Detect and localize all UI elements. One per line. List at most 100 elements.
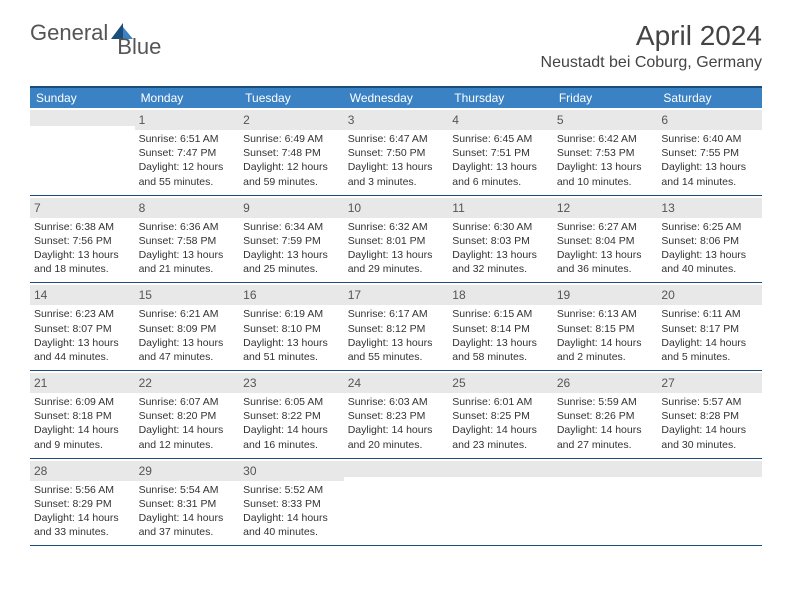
day-number: 7	[34, 201, 41, 215]
weekday-thursday: Thursday	[448, 88, 553, 108]
day-num-row: 18	[448, 285, 553, 305]
day-cell: 19 Sunrise: 6:13 AMSunset: 8:15 PMDayligh…	[553, 283, 658, 370]
day-cell: 25 Sunrise: 6:01 AMSunset: 8:25 PMDayligh…	[448, 371, 553, 458]
day-cell: 16Sunrise: 6:19 AMSunset: 8:10 PMDayligh…	[239, 283, 344, 370]
day-details: Sunrise: 6:15 AMSunset: 8:14 PMDaylight:…	[452, 307, 549, 364]
day-cell: 10Sunrise: 6:32 AMSunset: 8:01 PMDayligh…	[344, 196, 449, 283]
month-title: April 2024	[541, 20, 762, 52]
day-number: 2	[243, 113, 250, 127]
day-num-row: 27	[657, 373, 762, 393]
weekday-saturday: Saturday	[657, 88, 762, 108]
day-cell: 18 Sunrise: 6:15 AMSunset: 8:14 PMDayligh…	[448, 283, 553, 370]
day-number: 22	[139, 376, 152, 390]
day-number: 9	[243, 201, 250, 215]
week-row: 14 Sunrise: 6:23 AMSunset: 8:07 PMDayligh…	[30, 283, 762, 371]
day-number: 21	[34, 376, 47, 390]
day-details: Sunrise: 6:51 AMSunset: 7:47 PMDaylight:…	[139, 132, 236, 189]
day-number: 4	[452, 113, 459, 127]
day-number: 20	[661, 288, 674, 302]
day-num-row: 8	[135, 198, 240, 218]
week-row: 21 Sunrise: 6:09 AMSunset: 8:18 PMDayligh…	[30, 371, 762, 459]
day-num-row: 21	[30, 373, 135, 393]
day-details: Sunrise: 6:09 AMSunset: 8:18 PMDaylight:…	[34, 395, 131, 452]
day-number: 8	[139, 201, 146, 215]
day-details: Sunrise: 6:49 AMSunset: 7:48 PMDaylight:…	[243, 132, 340, 189]
day-details: Sunrise: 6:36 AMSunset: 7:58 PMDaylight:…	[139, 220, 236, 277]
day-details: Sunrise: 6:13 AMSunset: 8:15 PMDaylight:…	[557, 307, 654, 364]
day-num-row: 22	[135, 373, 240, 393]
day-num-row: 23	[239, 373, 344, 393]
day-num-row: 15	[135, 285, 240, 305]
day-number: 25	[452, 376, 465, 390]
day-num-row: 24	[344, 373, 449, 393]
day-num-row: 29	[135, 461, 240, 481]
day-details: Sunrise: 5:56 AMSunset: 8:29 PMDaylight:…	[34, 483, 131, 540]
day-num-row: 30	[239, 461, 344, 481]
logo-text-blue: Blue	[117, 34, 161, 60]
empty-day-num-row	[30, 110, 135, 126]
day-number: 13	[661, 201, 674, 215]
day-cell: 8 Sunrise: 6:36 AMSunset: 7:58 PMDaylight…	[135, 196, 240, 283]
day-cell: 13Sunrise: 6:25 AMSunset: 8:06 PMDayligh…	[657, 196, 762, 283]
day-details: Sunrise: 6:21 AMSunset: 8:09 PMDaylight:…	[139, 307, 236, 364]
day-details: Sunrise: 6:34 AMSunset: 7:59 PMDaylight:…	[243, 220, 340, 277]
day-cell	[30, 108, 135, 195]
day-num-row: 17	[344, 285, 449, 305]
day-cell: 1 Sunrise: 6:51 AMSunset: 7:47 PMDaylight…	[135, 108, 240, 195]
day-num-row: 10	[344, 198, 449, 218]
day-cell: 3Sunrise: 6:47 AMSunset: 7:50 PMDaylight…	[344, 108, 449, 195]
day-num-row: 4	[448, 110, 553, 130]
day-details: Sunrise: 6:05 AMSunset: 8:22 PMDaylight:…	[243, 395, 340, 452]
day-cell: 12Sunrise: 6:27 AMSunset: 8:04 PMDayligh…	[553, 196, 658, 283]
weekday-wednesday: Wednesday	[344, 88, 449, 108]
day-cell: 24 Sunrise: 6:03 AMSunset: 8:23 PMDayligh…	[344, 371, 449, 458]
week-row: 28Sunrise: 5:56 AMSunset: 8:29 PMDayligh…	[30, 459, 762, 547]
day-num-row: 6	[657, 110, 762, 130]
day-num-row: 19	[553, 285, 658, 305]
day-cell: 26Sunrise: 5:59 AMSunset: 8:26 PMDayligh…	[553, 371, 658, 458]
day-details: Sunrise: 6:47 AMSunset: 7:50 PMDaylight:…	[348, 132, 445, 189]
day-num-row: 3	[344, 110, 449, 130]
day-num-row: 2	[239, 110, 344, 130]
week-row: 1 Sunrise: 6:51 AMSunset: 7:47 PMDaylight…	[30, 108, 762, 196]
weekday-friday: Friday	[553, 88, 658, 108]
day-cell	[344, 459, 449, 546]
weekday-monday: Monday	[135, 88, 240, 108]
day-num-row: 9	[239, 198, 344, 218]
day-number: 6	[661, 113, 668, 127]
day-details: Sunrise: 5:59 AMSunset: 8:26 PMDaylight:…	[557, 395, 654, 452]
day-num-row: 28	[30, 461, 135, 481]
day-details: Sunrise: 6:27 AMSunset: 8:04 PMDaylight:…	[557, 220, 654, 277]
day-number: 18	[452, 288, 465, 302]
day-cell: 7Sunrise: 6:38 AMSunset: 7:56 PMDaylight…	[30, 196, 135, 283]
day-cell: 22 Sunrise: 6:07 AMSunset: 8:20 PMDayligh…	[135, 371, 240, 458]
day-num-row: 13	[657, 198, 762, 218]
day-details: Sunrise: 6:19 AMSunset: 8:10 PMDaylight:…	[243, 307, 340, 364]
calendar: Sunday Monday Tuesday Wednesday Thursday…	[30, 86, 762, 546]
day-details: Sunrise: 6:32 AMSunset: 8:01 PMDaylight:…	[348, 220, 445, 277]
logo: General Blue	[30, 20, 161, 46]
day-number: 24	[348, 376, 361, 390]
day-cell: 5Sunrise: 6:42 AMSunset: 7:53 PMDaylight…	[553, 108, 658, 195]
day-details: Sunrise: 6:07 AMSunset: 8:20 PMDaylight:…	[139, 395, 236, 452]
day-details: Sunrise: 6:42 AMSunset: 7:53 PMDaylight:…	[557, 132, 654, 189]
day-details: Sunrise: 6:03 AMSunset: 8:23 PMDaylight:…	[348, 395, 445, 452]
day-details: Sunrise: 6:30 AMSunset: 8:03 PMDaylight:…	[452, 220, 549, 277]
day-num-row: 12	[553, 198, 658, 218]
day-details: Sunrise: 6:23 AMSunset: 8:07 PMDaylight:…	[34, 307, 131, 364]
day-cell: 21 Sunrise: 6:09 AMSunset: 8:18 PMDayligh…	[30, 371, 135, 458]
day-number: 29	[139, 464, 152, 478]
day-num-row: 25	[448, 373, 553, 393]
day-cell: 15Sunrise: 6:21 AMSunset: 8:09 PMDayligh…	[135, 283, 240, 370]
day-details: Sunrise: 6:01 AMSunset: 8:25 PMDaylight:…	[452, 395, 549, 452]
day-num-row: 5	[553, 110, 658, 130]
day-cell: 2 Sunrise: 6:49 AMSunset: 7:48 PMDaylight…	[239, 108, 344, 195]
title-block: April 2024 Neustadt bei Coburg, Germany	[541, 20, 762, 72]
day-number: 1	[139, 113, 146, 127]
day-details: Sunrise: 6:11 AMSunset: 8:17 PMDaylight:…	[661, 307, 758, 364]
day-number: 19	[557, 288, 570, 302]
day-cell	[657, 459, 762, 546]
day-number: 14	[34, 288, 47, 302]
day-num-row: 16	[239, 285, 344, 305]
day-number: 11	[452, 201, 464, 215]
